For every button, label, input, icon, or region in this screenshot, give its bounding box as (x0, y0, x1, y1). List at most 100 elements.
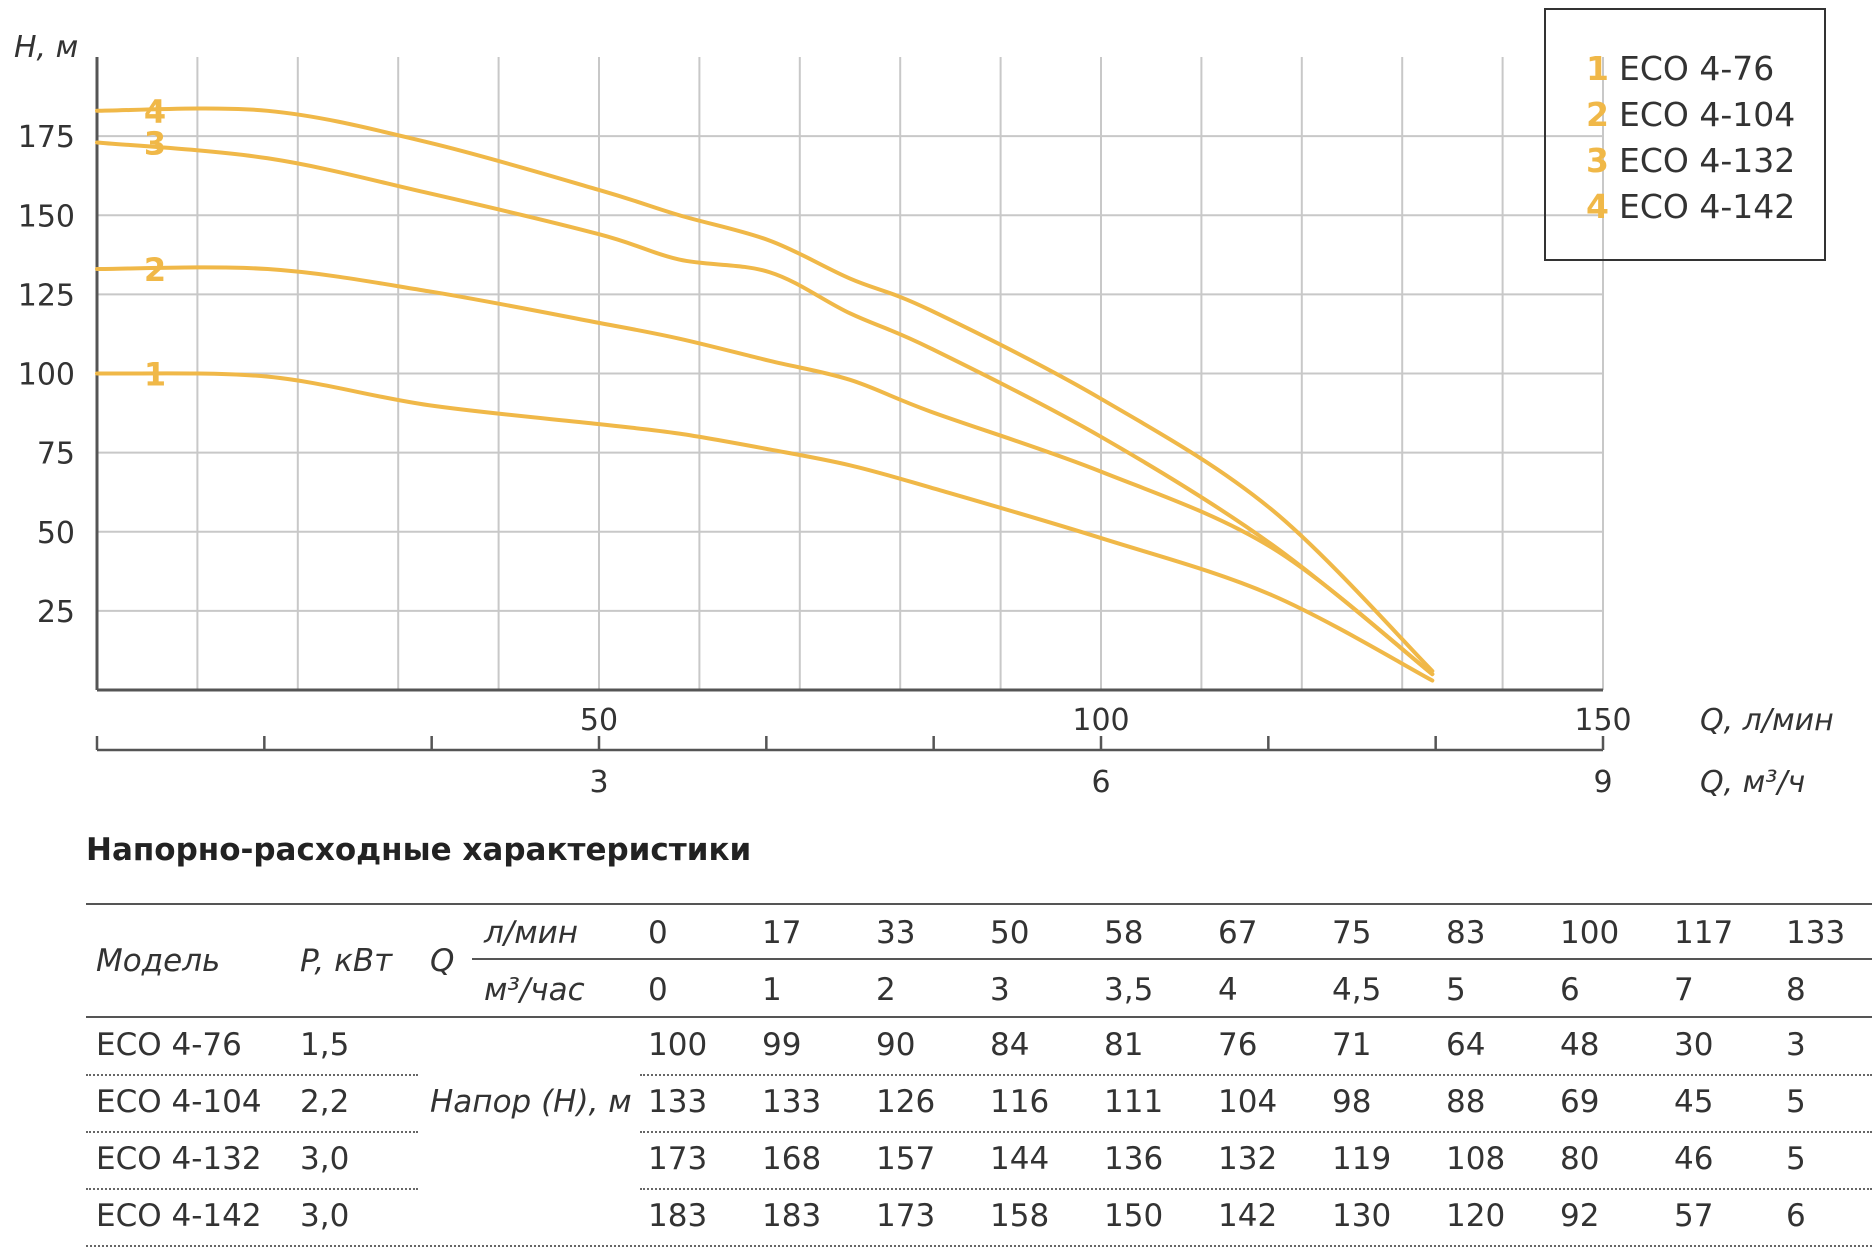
series-curve (95, 265, 1435, 677)
table-row-head-value: 133 (762, 1084, 822, 1120)
table-row-head-value: 92 (1560, 1198, 1600, 1234)
series-curve (95, 106, 1435, 674)
legend-model: ECO 4-132 (1618, 141, 1796, 180)
header-flow-m3: 3 (990, 972, 1010, 1008)
table-row-head-value: 142 (1218, 1198, 1278, 1234)
table-row-head-value: 57 (1674, 1198, 1714, 1234)
header-flow-lpm: 67 (1218, 915, 1258, 951)
y-axis-label: H, м (14, 30, 78, 65)
legend-number: 4 (1586, 187, 1609, 226)
legend-item: 2 ECO 4-104 (1586, 92, 1824, 138)
table-row-head-value: 71 (1332, 1027, 1372, 1063)
table-row-head-value: 80 (1560, 1141, 1600, 1177)
table-row-head-value: 88 (1446, 1084, 1486, 1120)
table-row-head-value: 46 (1674, 1141, 1714, 1177)
table-row-head-value: 183 (648, 1198, 708, 1234)
table-row-head-value: 116 (990, 1084, 1050, 1120)
legend-item: 1 ECO 4-76 (1586, 46, 1824, 92)
table-row-model: ECO 4-142 (96, 1198, 262, 1234)
table-row-head-value: 183 (762, 1198, 822, 1234)
header-flow-lpm: 17 (762, 915, 802, 951)
series-number-label: 4 (144, 93, 166, 131)
table-row-separator (640, 1131, 1872, 1133)
x2-tick-label: 9 (1593, 765, 1612, 800)
y-tick-label: 50 (37, 516, 75, 551)
y-tick-label: 150 (18, 199, 75, 234)
header-flow-lpm: 100 (1560, 915, 1620, 951)
legend-model: ECO 4-76 (1618, 49, 1775, 88)
table-row-separator (640, 1188, 1872, 1190)
table-row-head-value: 48 (1560, 1027, 1600, 1063)
legend: 1 ECO 4-76 2 ECO 4-104 3 ECO 4-132 4 ECO 4-1… (1544, 8, 1826, 261)
header-q: Q (430, 943, 455, 979)
table-row-separator (86, 1188, 418, 1190)
header-flow-lpm: 0 (648, 915, 668, 951)
table-row-head-value: 76 (1218, 1027, 1258, 1063)
series-curve (95, 371, 1435, 683)
table-row-head-value: 104 (1218, 1084, 1278, 1120)
header-flow-m3: 4,5 (1332, 972, 1382, 1008)
table-row-head-value: 100 (648, 1027, 708, 1063)
table-row-head-value: 126 (876, 1084, 936, 1120)
table-row-head-value: 81 (1104, 1027, 1144, 1063)
table-row-head-value: 136 (1104, 1141, 1164, 1177)
table-row-model: ECO 4-132 (96, 1141, 262, 1177)
header-flow-m3: 2 (876, 972, 896, 1008)
table-row-separator (86, 1074, 418, 1076)
table-row-head-value: 98 (1332, 1084, 1372, 1120)
legend-model: ECO 4-142 (1618, 187, 1796, 226)
table-row-head-value: 111 (1104, 1084, 1164, 1120)
table-header-mid-rule (472, 958, 1872, 960)
table-row-head-value: 120 (1446, 1198, 1506, 1234)
table-row-head-value: 132 (1218, 1141, 1278, 1177)
header-flow-m3: 0 (648, 972, 668, 1008)
header-flow-m3: 8 (1786, 972, 1806, 1008)
legend-item: 4 ECO 4-142 (1586, 184, 1824, 230)
table-row-head-value: 3 (1786, 1027, 1806, 1063)
header-flow-m3: 1 (762, 972, 782, 1008)
table-row-model: ECO 4-104 (96, 1084, 262, 1120)
table-row-power: 3,0 (300, 1198, 350, 1234)
table-row-head-value: 99 (762, 1027, 802, 1063)
y-tick-label: 75 (37, 437, 75, 472)
table-row-head-value: 158 (990, 1198, 1050, 1234)
header-flow-lpm: 33 (876, 915, 916, 951)
x-axis-label-m3h: Q, м³/ч (1700, 765, 1805, 800)
legend-item: 3 ECO 4-132 (1586, 138, 1824, 184)
chart-axes: 25 50 75 100 125 150 175 50 100 150 3 6 9 (18, 57, 1632, 800)
table-row-head-value: 144 (990, 1141, 1050, 1177)
table-row-separator (640, 1074, 1872, 1076)
y-tick-label: 125 (18, 278, 75, 313)
header-flow-lpm: 117 (1674, 915, 1734, 951)
x-tick-label: 100 (1072, 703, 1129, 738)
legend-number: 2 (1586, 95, 1609, 134)
table-row-power: 2,2 (300, 1084, 350, 1120)
table-top-rule (86, 903, 1872, 905)
table-row-model: ECO 4-76 (96, 1027, 242, 1063)
table-header-bottom-rule (86, 1016, 1872, 1018)
y-tick-label: 25 (37, 595, 75, 630)
x2-tick-label: 6 (1091, 765, 1110, 800)
series-curve (95, 140, 1435, 677)
table-row-head-value: 119 (1332, 1141, 1392, 1177)
table-row-separator (86, 1131, 418, 1133)
header-unit-m3: м³/час (484, 972, 585, 1008)
table-row-power: 3,0 (300, 1141, 350, 1177)
head-label: Напор (H), м (430, 1084, 632, 1120)
table-title: Напорно-расходные характеристики (86, 832, 752, 868)
table-row-head-value: 108 (1446, 1141, 1506, 1177)
table-row-head-value: 173 (876, 1198, 936, 1234)
table-row-head-value: 5 (1786, 1084, 1806, 1120)
chart-grid (97, 57, 1604, 690)
header-flow-lpm: 83 (1446, 915, 1486, 951)
chart-curves: 1 2 34 (95, 93, 1435, 683)
x-tick-label: 150 (1574, 703, 1631, 738)
table-row-head-value: 157 (876, 1141, 936, 1177)
table-row-head-value: 5 (1786, 1141, 1806, 1177)
series-number-label: 3 (144, 124, 166, 162)
y-tick-label: 175 (18, 120, 75, 155)
header-flow-lpm: 75 (1332, 915, 1372, 951)
legend-number: 3 (1586, 141, 1609, 180)
header-flow-lpm: 58 (1104, 915, 1144, 951)
